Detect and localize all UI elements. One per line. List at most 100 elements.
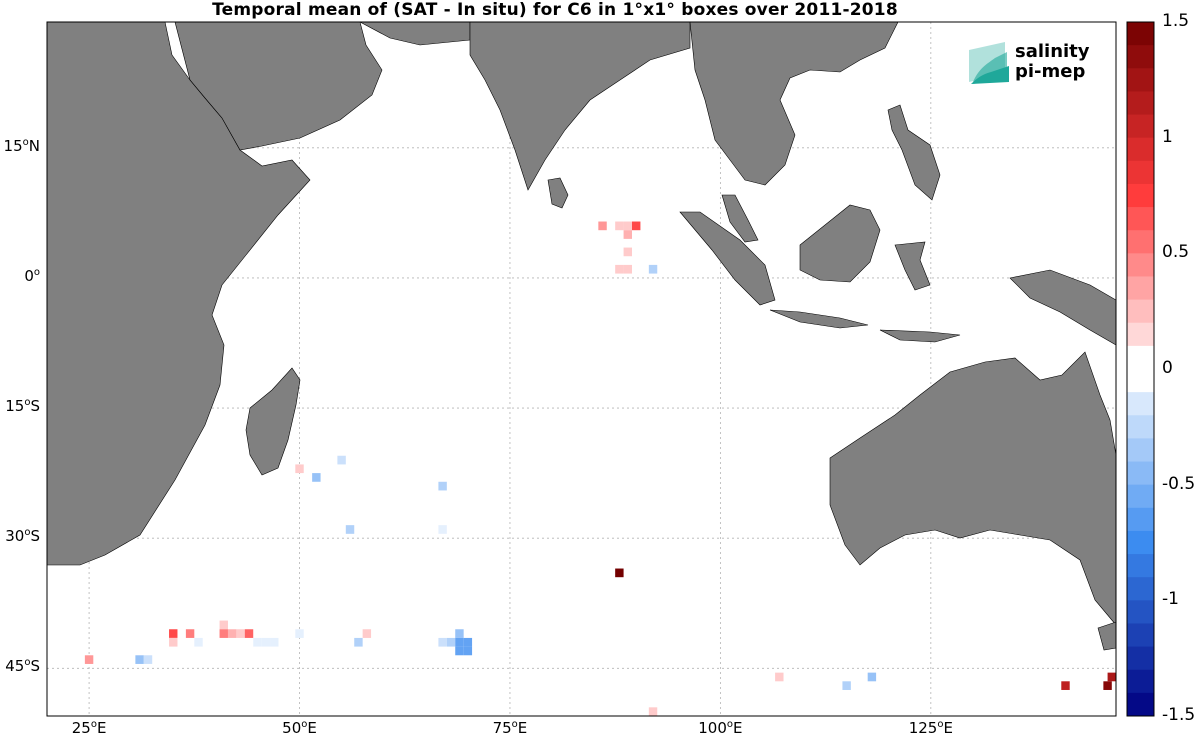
colorbar-segment bbox=[1127, 461, 1154, 486]
colorbar-segment bbox=[1127, 137, 1154, 162]
colorbar-tick-label: -1 bbox=[1162, 589, 1179, 610]
colorbar-segment bbox=[1127, 600, 1154, 624]
data-cell bbox=[253, 637, 262, 647]
colorbar-segment bbox=[1127, 415, 1154, 439]
colorbar-segment bbox=[1127, 183, 1154, 208]
land-sulawesi bbox=[894, 241, 931, 291]
salinity-pi-mep-logo: salinity pi-mep bbox=[965, 38, 1105, 86]
colorbar-segment bbox=[1127, 22, 1154, 46]
data-cell bbox=[169, 637, 178, 647]
logo-line-1: salinity bbox=[1015, 41, 1090, 62]
map-frame bbox=[46, 21, 1117, 717]
colorbar-segment bbox=[1127, 646, 1154, 671]
colorbar-frame bbox=[1126, 21, 1155, 717]
colorbar-segment bbox=[1127, 554, 1154, 578]
colorbar-segment bbox=[1127, 322, 1154, 347]
land-philippines bbox=[887, 104, 941, 201]
colorbar-segment bbox=[1127, 369, 1154, 393]
data-cell bbox=[194, 637, 203, 647]
data-cell bbox=[337, 455, 346, 465]
colorbar-segment bbox=[1127, 669, 1154, 694]
data-cell bbox=[438, 481, 447, 491]
data-cell bbox=[1107, 672, 1116, 682]
data-cell bbox=[623, 221, 633, 231]
colorbar-segment bbox=[1127, 345, 1154, 370]
data-cell bbox=[295, 629, 304, 638]
colorbar-segment bbox=[1127, 507, 1154, 532]
data-cell bbox=[1061, 681, 1070, 690]
data-cell bbox=[270, 637, 279, 647]
colorbar-segment bbox=[1127, 299, 1154, 324]
colorbar-segment bbox=[1127, 207, 1154, 231]
colorbar-segment bbox=[1127, 160, 1154, 185]
land-lesser-sunda bbox=[879, 329, 961, 343]
colorbar-segment bbox=[1127, 577, 1154, 601]
data-cell bbox=[219, 620, 228, 630]
colorbar-tick-label: 1.5 bbox=[1162, 11, 1190, 31]
data-cell bbox=[632, 221, 641, 231]
data-cells bbox=[84, 221, 1116, 716]
data-cell bbox=[295, 464, 304, 474]
waves-logo-icon bbox=[969, 42, 1009, 84]
colorbar-segment bbox=[1127, 253, 1154, 277]
data-cell bbox=[615, 221, 624, 231]
colorbar-segment bbox=[1127, 530, 1154, 555]
colorbar bbox=[1127, 22, 1154, 717]
data-cell bbox=[623, 230, 633, 239]
land-borneo bbox=[799, 204, 881, 283]
colorbar-segment bbox=[1127, 692, 1154, 717]
data-cell bbox=[446, 637, 456, 647]
lat-tick-label: 15oS bbox=[5, 397, 40, 416]
land-masses bbox=[46, 21, 1117, 651]
lon-tick-label: 75oE bbox=[492, 719, 528, 737]
data-cell bbox=[312, 473, 321, 482]
land-sri-lanka bbox=[547, 177, 569, 209]
data-cell bbox=[615, 568, 624, 578]
colorbar-segment bbox=[1127, 45, 1154, 69]
lon-tick-label: 100oE bbox=[698, 719, 743, 737]
data-cell bbox=[135, 655, 144, 664]
data-cell bbox=[354, 637, 363, 647]
data-cell bbox=[345, 525, 355, 534]
lon-tick-label: 50oE bbox=[282, 719, 317, 737]
colorbar-segment bbox=[1127, 230, 1154, 254]
data-cell bbox=[362, 629, 372, 638]
colorbar-segment bbox=[1127, 623, 1154, 648]
data-cell bbox=[1103, 681, 1112, 690]
land-india bbox=[469, 21, 691, 191]
land-sumatra bbox=[679, 211, 776, 306]
data-cell bbox=[261, 637, 271, 647]
colorbar-tick-label: -0.5 bbox=[1162, 473, 1196, 494]
data-cell bbox=[623, 264, 633, 274]
data-cell bbox=[455, 637, 464, 647]
colorbar-segment bbox=[1127, 114, 1154, 139]
colorbar-segment bbox=[1127, 392, 1154, 416]
data-cell bbox=[84, 655, 94, 664]
data-cell bbox=[236, 629, 245, 638]
data-cell bbox=[438, 525, 447, 534]
colorbar-segment bbox=[1127, 276, 1154, 301]
data-cell bbox=[648, 707, 658, 716]
colorbar-tick-label: 1 bbox=[1162, 126, 1173, 147]
map-title: Temporal mean of (SAT - In situ) for C6 … bbox=[212, 0, 898, 20]
data-cell bbox=[244, 629, 254, 638]
data-cell bbox=[219, 629, 228, 638]
colorbar-segment bbox=[1127, 68, 1154, 92]
data-cell bbox=[867, 672, 877, 682]
colorbar-segment bbox=[1127, 91, 1154, 116]
data-cell bbox=[775, 672, 784, 682]
data-cell bbox=[648, 264, 658, 274]
land-madagascar bbox=[245, 367, 301, 476]
data-cell bbox=[463, 646, 473, 656]
colorbar-tick-label: 0 bbox=[1162, 358, 1173, 378]
lon-tick-label: 25oE bbox=[71, 719, 107, 737]
data-cell bbox=[842, 681, 851, 690]
land-java bbox=[769, 309, 869, 329]
lat-tick-label: 0o bbox=[24, 266, 40, 285]
logo-line-2: pi-mep bbox=[1015, 61, 1086, 82]
data-cell bbox=[455, 646, 464, 656]
data-cell bbox=[598, 221, 607, 231]
land-malay-peninsula bbox=[721, 194, 759, 243]
data-cell bbox=[463, 637, 473, 647]
data-cell bbox=[143, 655, 153, 664]
